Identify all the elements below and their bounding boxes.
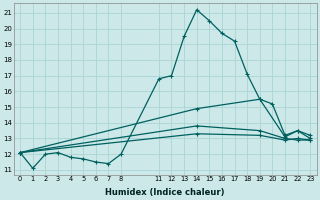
X-axis label: Humidex (Indice chaleur): Humidex (Indice chaleur)	[106, 188, 225, 197]
